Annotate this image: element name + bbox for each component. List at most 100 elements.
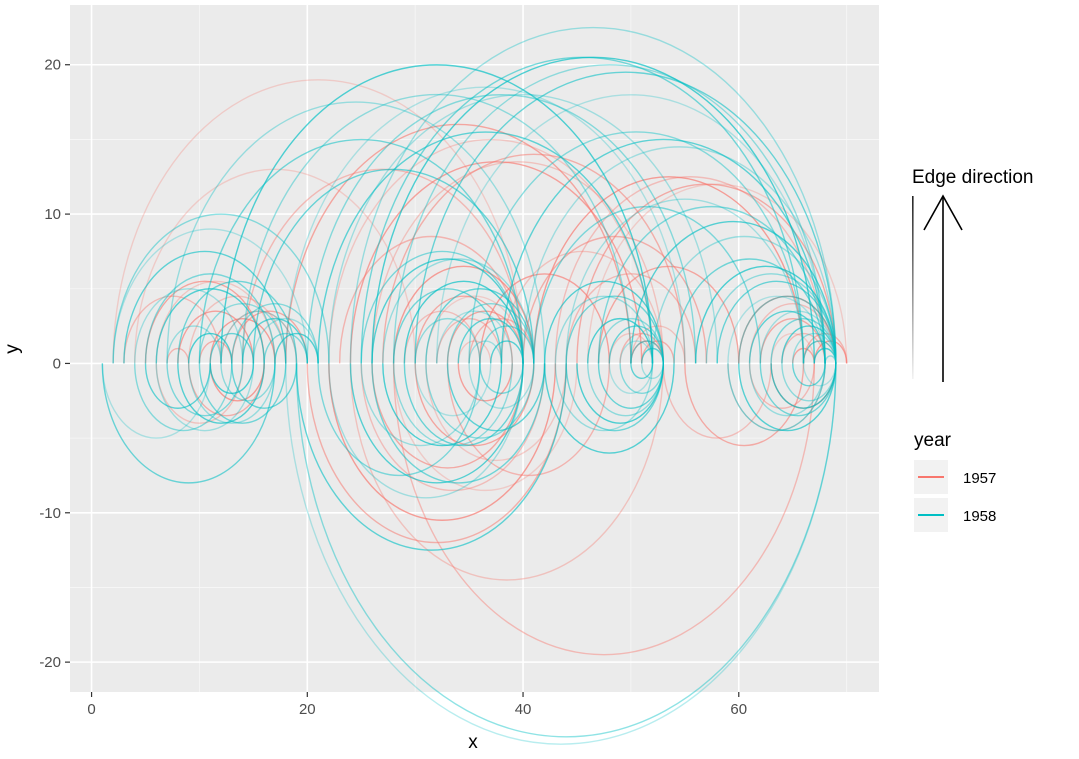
edge-direction-arrow-head xyxy=(923,194,963,231)
arc-edge-1958 xyxy=(144,273,276,364)
arc-edge-1958 xyxy=(619,363,664,394)
arc-edge-1958 xyxy=(727,363,826,432)
arc-edge-1957 xyxy=(209,317,276,364)
arc-edge-1958 xyxy=(403,280,524,364)
arc-edge-1957 xyxy=(446,363,611,477)
arc-edge-1958 xyxy=(727,295,826,364)
arc-edge-1958 xyxy=(694,265,837,364)
arc-edge-1958 xyxy=(468,363,535,409)
arc-edge-1957 xyxy=(479,273,611,364)
arc-edge-1958 xyxy=(673,258,826,364)
arc-edge-1958 xyxy=(759,310,837,364)
arc-edge-1958 xyxy=(317,131,654,364)
arc-edge-1958 xyxy=(220,64,654,364)
arc-edge-1958 xyxy=(446,363,546,432)
arc-edge-1958 xyxy=(392,363,513,446)
arc-edge-1957 xyxy=(425,363,567,462)
arc-edge-1958 xyxy=(630,220,837,364)
arc-edge-1958 xyxy=(738,363,837,432)
arc-edge-1957 xyxy=(112,79,524,364)
arc-edge-1958 xyxy=(554,363,654,432)
arc-edge-1958 xyxy=(425,288,535,364)
arc-edge-1958 xyxy=(285,363,837,745)
arc-edge-1958 xyxy=(446,302,535,364)
arc-edge-1958 xyxy=(608,363,654,394)
arc-edge-1958 xyxy=(382,258,535,364)
y-tick-label--10: -10 xyxy=(39,505,61,522)
arc-edge-1957 xyxy=(727,363,826,432)
arc-edge-1958 xyxy=(274,333,319,364)
arc-edge-1958 xyxy=(651,236,837,364)
arc-edge-1958 xyxy=(565,198,805,364)
y-tick-label--20: -20 xyxy=(39,654,61,671)
x-tick-label-0: 0 xyxy=(87,701,95,718)
arc-edge-1957 xyxy=(414,295,513,364)
edge-direction-gradient xyxy=(912,196,914,379)
arc-edge-1957 xyxy=(738,295,837,364)
arc-edge-1958 xyxy=(392,288,503,364)
arc-edge-1958 xyxy=(543,363,675,454)
arc-edge-1958 xyxy=(500,138,826,364)
arc-edge-1958 xyxy=(770,363,837,409)
arc-edges xyxy=(101,26,848,745)
arc-edge-1958 xyxy=(198,138,524,364)
year-legend-title: year xyxy=(914,430,952,451)
arc-edge-1958 xyxy=(231,303,319,364)
arc-edge-1958 xyxy=(436,93,826,364)
arc-edge-1958 xyxy=(479,325,535,364)
arc-edge-1957 xyxy=(587,183,848,364)
arc-edge-1958 xyxy=(371,258,524,364)
arc-edge-1958 xyxy=(630,363,654,379)
arc-edge-1958 xyxy=(576,363,664,424)
arc-edge-1957 xyxy=(187,295,287,364)
arc-edge-1958 xyxy=(414,363,492,417)
y-axis-title: y xyxy=(2,344,23,354)
arc-edge-1958 xyxy=(166,325,222,364)
arc-edge-1958 xyxy=(371,363,546,484)
arc-edge-1957 xyxy=(338,236,524,364)
arc-edge-1958 xyxy=(101,363,211,439)
arc-edge-1958 xyxy=(738,295,837,364)
arc-edge-1958 xyxy=(392,64,826,364)
arc-edge-1958 xyxy=(716,280,837,364)
arc-edge-1958 xyxy=(252,317,319,364)
arc-edge-1957 xyxy=(468,317,535,364)
arc-edge-1958 xyxy=(187,332,233,364)
arc-edge-1957 xyxy=(392,363,578,491)
arc-edge-1958 xyxy=(608,325,664,364)
arc-edge-1958 xyxy=(177,363,265,424)
arc-edge-1958 xyxy=(349,26,837,364)
arc-edge-1957 xyxy=(684,363,805,446)
arc-edge-1958 xyxy=(328,363,524,499)
arc-edge-1958 xyxy=(123,250,287,364)
arc-edge-1957 xyxy=(349,161,643,364)
arc-edge-1958 xyxy=(349,363,524,484)
arc-edge-1958 xyxy=(479,363,524,394)
arc-edge-1958 xyxy=(813,347,837,364)
arc-edge-1958 xyxy=(587,317,654,364)
arc-edge-1958 xyxy=(792,363,826,387)
edge-direction-legend-title: Edge direction xyxy=(912,167,1033,188)
y-tick-label-10: 10 xyxy=(44,206,61,223)
arc-edge-1958 xyxy=(468,340,503,364)
arc-edge-1957 xyxy=(748,363,815,409)
arc-edge-1958 xyxy=(522,146,837,364)
arc-edge-1958 xyxy=(306,93,697,364)
arc-edge-1958 xyxy=(231,363,298,409)
x-tick-label-40: 40 xyxy=(515,701,532,718)
arc-edge-1958 xyxy=(144,363,211,409)
arc-edge-1958 xyxy=(155,363,255,432)
arc-edge-1957 xyxy=(457,363,513,402)
arc-edge-1958 xyxy=(360,363,481,446)
arc-edge-1958 xyxy=(597,363,664,409)
arc-edge-1957 xyxy=(166,347,190,364)
arc-edge-1958 xyxy=(285,86,686,364)
arc-edge-1958 xyxy=(155,288,265,364)
y-axis: -20 -10 0 10 20 xyxy=(39,57,70,671)
x-axis-title: x xyxy=(468,732,478,753)
edge-direction-legend: Edge direction xyxy=(912,167,1033,382)
year-legend: year 1957 1958 xyxy=(914,430,996,532)
arc-edge-1958 xyxy=(543,280,664,364)
y-tick-label-0: 0 xyxy=(53,355,61,372)
arc-edge-1957 xyxy=(285,123,632,364)
